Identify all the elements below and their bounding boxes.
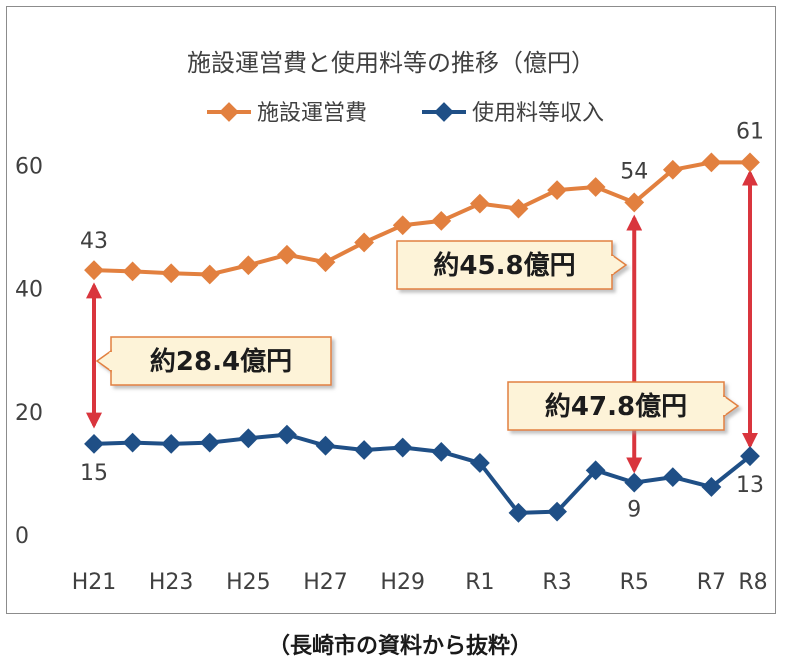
x-tick-label: R3 [542,570,571,595]
data-point [740,446,760,467]
data-point [122,261,143,282]
callout-rect [396,240,613,290]
callout-pointer [611,253,628,277]
data-point [238,428,259,449]
data-point [315,435,336,456]
callout-label: 約45.8億円 [433,250,575,281]
legend: 施設運営費 使用料等収入 [207,101,604,126]
data-point [547,501,567,522]
callout-rect [507,381,725,431]
data-point [585,460,606,481]
y-tick-label: 0 [15,524,29,549]
data-point [315,252,336,273]
data-point [84,433,104,454]
series-2 [84,424,760,523]
x-tick-label: R1 [465,570,494,595]
x-tick-label: H29 [380,570,425,595]
y-tick-label: 60 [15,154,43,179]
series-layer [84,152,760,523]
data-point [392,437,413,458]
data-point [277,244,297,265]
callout-box: 約47.8億円 [507,381,740,431]
data-point [277,424,297,445]
data-point [354,440,375,460]
x-tick-label: R7 [697,570,726,595]
y-tick-label: 40 [15,278,43,303]
data-point [431,211,452,231]
callout-label: 約47.8億円 [545,391,687,422]
data-point [469,193,490,214]
callout-label: 約28.4億円 [150,346,292,377]
data-labels: 43 54 61 15 9 13 [80,119,764,522]
data-label: 43 [80,229,108,254]
x-tick-label: H27 [303,570,348,595]
data-point [624,472,645,493]
data-label: 9 [627,498,641,523]
data-point [701,477,722,497]
callout-box: 約45.8億円 [396,240,628,290]
data-point [392,215,413,236]
data-point [161,433,182,454]
legend-marker [434,102,454,122]
data-point [238,255,259,276]
x-tick-label: H23 [149,570,194,595]
data-point [547,180,567,201]
data-point [469,453,490,473]
x-axis: H21 H23 H25 H27 H29 R1 R3 R5 R7 R8 [72,570,768,595]
data-point [84,260,104,281]
data-point [122,432,143,453]
legend-marker [219,102,239,122]
data-point [662,467,683,488]
data-point [354,232,375,253]
callout-pointer [95,349,112,373]
data-point [585,177,606,197]
callout-pointer [723,394,740,418]
data-point [199,264,220,285]
data-point [508,502,529,523]
y-axis: 0 20 40 60 [15,154,43,549]
data-point [199,432,220,453]
source-note: （長崎市の資料から抜粋） [267,634,532,659]
data-point [508,198,529,219]
legend-label: 使用料等収入 [472,101,604,126]
callout-box: 約28.4億円 [95,336,332,386]
x-tick-label: R5 [620,570,649,595]
series-1 [84,152,760,285]
chart-frame: 施設運営費と使用料等の推移（億円） 施設運営費 使用料等収入 0 20 40 60 H2… [6,6,776,614]
data-label: 15 [80,461,108,486]
series-line [93,432,752,515]
data-point [431,441,452,462]
legend-label: 施設運営費 [257,101,367,126]
line-chart: 施設運営費と使用料等の推移（億円） 施設運営費 使用料等収入 0 20 40 60 H2… [15,49,768,595]
data-point [701,152,722,173]
chart-title: 施設運営費と使用料等の推移（億円） [187,49,595,77]
x-tick-label: R8 [738,570,767,595]
data-point [740,152,760,173]
data-label: 61 [736,119,764,144]
x-tick-label: H21 [72,570,117,595]
x-tick-label: H25 [226,570,271,595]
data-point [161,263,182,284]
y-tick-label: 20 [15,401,43,426]
data-label: 13 [736,473,764,498]
data-label: 54 [620,159,648,184]
